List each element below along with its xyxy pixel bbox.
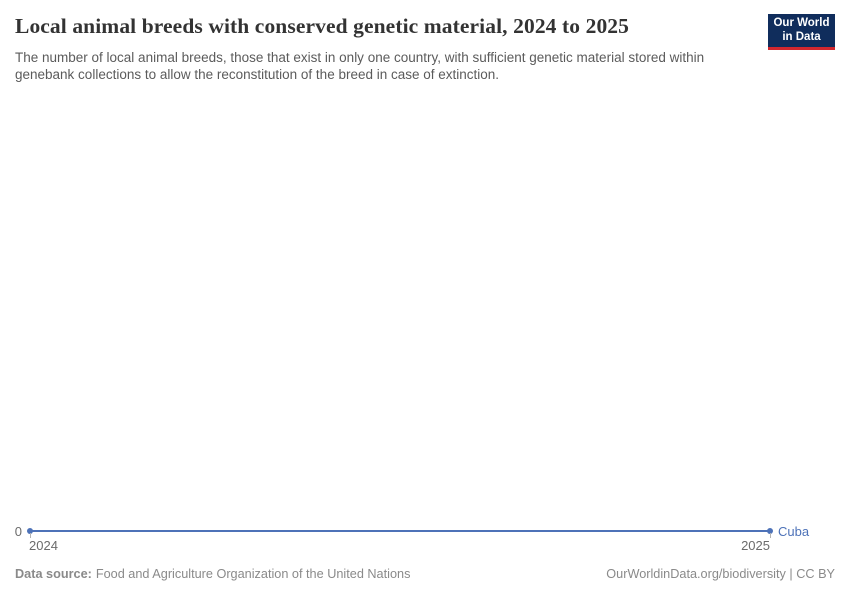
line-end-marker bbox=[767, 528, 773, 534]
owid-logo-line1: Our World bbox=[773, 17, 830, 29]
x-axis-tick-2025 bbox=[770, 533, 771, 538]
chart-footer: Data source: Food and Agriculture Organiz… bbox=[15, 567, 835, 581]
series-entity-label: Cuba bbox=[778, 524, 810, 539]
credit-link[interactable]: OurWorldinData.org/biodiversity | CC BY bbox=[606, 567, 835, 581]
line-start-marker bbox=[27, 528, 33, 534]
data-source-text: Food and Agriculture Organization of the… bbox=[95, 567, 411, 581]
x-axis-label-end: 2025 bbox=[741, 538, 770, 553]
chart-subtitle: The number of local animal breeds, those… bbox=[15, 50, 705, 82]
cuba-series-line bbox=[30, 530, 770, 532]
chart-title: Local animal breeds with conserved genet… bbox=[15, 14, 629, 38]
x-axis-label-start: 2024 bbox=[29, 538, 58, 553]
owid-logo: Our World in Data bbox=[768, 14, 835, 50]
x-axis-tick-2024 bbox=[30, 533, 31, 538]
owid-logo-line2: in Data bbox=[782, 30, 821, 43]
data-source-note: Data source: Food and Agriculture Organiz… bbox=[15, 567, 410, 581]
data-source-label: Data source: bbox=[15, 567, 92, 581]
y-axis-tick-label-zero: 0 bbox=[14, 524, 22, 539]
